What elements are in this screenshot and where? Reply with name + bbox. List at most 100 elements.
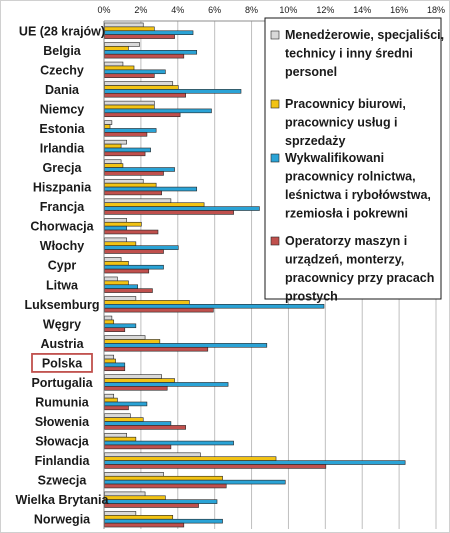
bar-irlandia-series-3 — [104, 147, 151, 153]
category-label-norwegia: Norwegia — [34, 513, 91, 527]
bar-norwegia-series-1 — [104, 511, 137, 516]
legend-label-2: Pracownicy biurowi, pracownicy usług i spr… — [285, 97, 406, 148]
bar-irlandia-series-4 — [104, 151, 146, 157]
bar-ue-28-krajow-series-4 — [104, 34, 175, 39]
bar-francja-series-1 — [104, 198, 172, 204]
bar-estonia-series-1 — [104, 120, 113, 125]
bar-slowenia-series-1 — [104, 413, 131, 418]
bar-cypr-series-3 — [104, 264, 164, 270]
category-label-grecja: Grecja — [43, 161, 83, 175]
bar-austria-series-3 — [104, 343, 268, 348]
bar-austria-series-2 — [104, 339, 161, 344]
tick-labels: 0% 2% 4% 6% 8% 10% 12% 14% 16% 18% — [97, 5, 445, 15]
bar-szwecja-series-3 — [104, 479, 286, 485]
x-tick-label: 14% — [353, 5, 371, 15]
category-label-slowacja: Słowacja — [35, 435, 90, 449]
bar-portugalia-series-2 — [104, 378, 175, 383]
bar-polska-series-2 — [104, 358, 116, 364]
bar-litwa-series-4 — [104, 288, 153, 293]
bar-portugalia-series-4 — [104, 386, 168, 391]
bar-finlandia-series-1 — [104, 452, 201, 458]
category-label-polska: Polska — [42, 356, 83, 370]
bar-wegry-series-4 — [104, 327, 126, 332]
bar-wielka-brytania-series-1 — [104, 491, 146, 497]
bar-irlandia-series-2 — [104, 143, 122, 149]
bar-austria-series-1 — [104, 335, 146, 340]
category-labels: UE (28 krajów) Belgia Czechy Dania Niemcy Est… — [16, 24, 110, 526]
bar-portugalia-series-3 — [104, 382, 229, 387]
bar-wlochy-series-2 — [104, 241, 137, 246]
bar-finlandia-series-2 — [104, 456, 277, 461]
category-label-belgia: Belgia — [43, 44, 82, 58]
bar-portugalia-series-1 — [104, 374, 162, 379]
bar-luksemburg-series-2 — [104, 300, 190, 305]
bar-dania-series-1 — [104, 81, 174, 86]
x-tick-label: 12% — [316, 5, 334, 15]
bar-litwa-series-2 — [104, 280, 129, 286]
bar-rumunia-series-1 — [104, 393, 115, 399]
legend-swatch-3 — [270, 153, 280, 163]
x-tick-label: 4% — [171, 5, 184, 15]
bar-irlandia-series-1 — [104, 139, 127, 145]
bar-cypr-series-4 — [104, 268, 150, 274]
bar-dania-series-4 — [104, 92, 186, 98]
bar-estonia-series-3 — [104, 128, 157, 133]
legend-box — [264, 17, 442, 300]
bar-luksemburg-series-3 — [104, 304, 325, 309]
bar-niemcy-series-4 — [104, 112, 181, 118]
bar-francja-series-3 — [104, 206, 260, 211]
bar-norwegia-series-4 — [104, 522, 185, 528]
bar-hiszpania-series-4 — [104, 190, 162, 196]
bar-slowenia-series-4 — [104, 425, 186, 430]
bar-belgia-series-1 — [104, 42, 140, 47]
category-label-niemcy: Niemcy — [40, 102, 85, 116]
bar-cypr-series-2 — [104, 261, 129, 266]
category-label-litwa: Litwa — [46, 278, 79, 292]
bar-wlochy-series-3 — [104, 245, 179, 250]
x-tick-label: 6% — [208, 5, 221, 15]
bar-szwecja-series-4 — [104, 483, 227, 489]
bar-wegry-series-2 — [104, 319, 115, 325]
bar-rumunia-series-3 — [104, 401, 148, 407]
bar-finlandia-series-4 — [104, 464, 327, 469]
bar-slowacja-series-2 — [104, 436, 137, 442]
bar-grecja-series-3 — [104, 167, 175, 172]
x-tick-label: 10% — [279, 5, 297, 15]
bar-polska-series-3 — [104, 362, 126, 368]
bar-austria-series-4 — [104, 346, 209, 352]
category-label-czechy: Czechy — [40, 63, 84, 77]
category-label-szwecja: Szwecja — [38, 474, 88, 488]
category-label-wegry: Węgry — [43, 317, 81, 331]
bar-chorwacja-series-2 — [104, 221, 142, 227]
bar-wegry-series-1 — [104, 315, 113, 321]
bar-norwegia-series-3 — [104, 518, 223, 524]
bar-wielka-brytania-series-3 — [104, 499, 218, 504]
bar-estonia-series-2 — [104, 124, 111, 129]
legend: Menedżerowie, specjaliści, technicy i inn… — [264, 17, 444, 304]
category-label-dania: Dania — [45, 83, 80, 97]
bar-francja-series-2 — [104, 202, 205, 207]
bar-slowenia-series-2 — [104, 417, 144, 422]
highlight-box — [31, 353, 93, 373]
category-label-finlandia: Finlandia — [35, 454, 91, 468]
bar-rumunia-series-4 — [104, 405, 129, 411]
bar-polska-series-4 — [104, 366, 126, 372]
bar-chorwacja-series-4 — [104, 229, 159, 235]
bar-ue-28-krajow-series-1 — [104, 22, 144, 28]
bar-cypr-series-1 — [104, 257, 122, 262]
bar-wlochy-series-4 — [104, 249, 164, 254]
category-label-wlochy: Włochy — [40, 239, 84, 253]
x-tick-label: 8% — [245, 5, 258, 15]
bar-czechy-series-4 — [104, 73, 155, 78]
category-label-wielka-brytania: Wielka Brytania — [16, 493, 110, 507]
bar-finlandia-series-3 — [104, 460, 406, 465]
legend-swatch-2 — [270, 99, 280, 109]
bar-belgia-series-2 — [104, 46, 129, 51]
bar-slowacja-series-3 — [104, 440, 234, 446]
bar-chorwacja-series-3 — [104, 225, 127, 231]
bar-slowacja-series-4 — [104, 444, 172, 450]
bar-niemcy-series-3 — [104, 108, 212, 114]
bar-litwa-series-1 — [104, 276, 118, 282]
category-label-francja: Francja — [40, 200, 86, 214]
